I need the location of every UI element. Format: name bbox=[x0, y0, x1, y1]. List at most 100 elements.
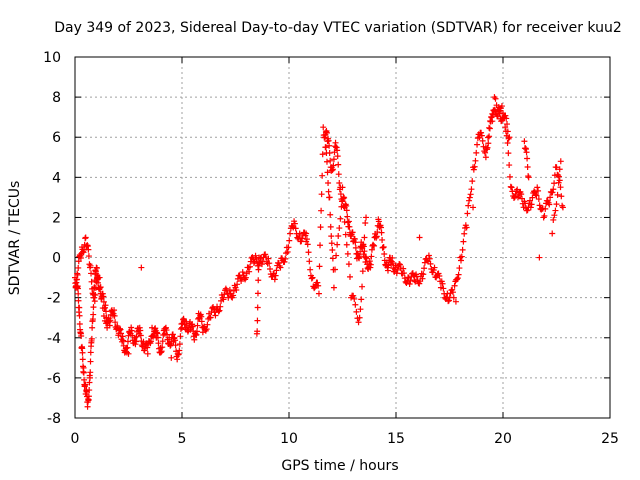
data-point bbox=[341, 194, 348, 201]
data-point bbox=[242, 274, 249, 281]
data-point bbox=[445, 297, 452, 304]
data-point bbox=[164, 331, 171, 338]
data-point bbox=[176, 341, 183, 348]
data-point bbox=[400, 265, 407, 272]
data-point bbox=[506, 173, 513, 180]
data-point bbox=[394, 266, 401, 273]
data-point bbox=[389, 254, 396, 261]
data-point bbox=[445, 298, 452, 305]
data-point bbox=[90, 304, 97, 311]
data-point bbox=[76, 304, 83, 311]
data-point bbox=[328, 240, 335, 247]
data-point bbox=[330, 156, 337, 163]
data-point bbox=[506, 162, 513, 169]
data-point bbox=[465, 202, 472, 209]
data-point bbox=[323, 129, 330, 136]
data-point bbox=[467, 191, 474, 198]
x-axis-label: GPS time / hours bbox=[281, 458, 398, 474]
data-point bbox=[118, 330, 125, 337]
data-point bbox=[495, 108, 502, 115]
data-point bbox=[207, 314, 214, 321]
data-point bbox=[212, 312, 219, 319]
data-point bbox=[328, 233, 335, 240]
data-point bbox=[334, 147, 341, 154]
data-point bbox=[273, 267, 280, 274]
data-point bbox=[350, 292, 357, 299]
data-point bbox=[525, 174, 532, 181]
data-point bbox=[319, 151, 326, 158]
data-point bbox=[92, 292, 99, 299]
y-tick-label: 2 bbox=[52, 210, 61, 226]
data-point bbox=[124, 344, 131, 351]
data-point bbox=[87, 262, 94, 269]
data-point bbox=[330, 162, 337, 169]
data-point bbox=[259, 258, 266, 265]
data-point bbox=[343, 241, 350, 248]
data-point bbox=[325, 188, 332, 195]
data-point bbox=[318, 191, 325, 198]
data-point bbox=[472, 157, 479, 164]
data-point bbox=[176, 347, 183, 354]
data-point bbox=[493, 102, 500, 109]
data-point bbox=[555, 172, 562, 179]
data-point bbox=[554, 191, 561, 198]
data-point bbox=[351, 295, 358, 302]
data-point bbox=[326, 142, 333, 149]
data-point bbox=[344, 250, 351, 257]
data-point bbox=[325, 179, 332, 186]
y-tick-label: 6 bbox=[52, 130, 61, 146]
data-point bbox=[345, 261, 352, 268]
data-point bbox=[322, 144, 329, 151]
data-point bbox=[541, 212, 548, 219]
data-point bbox=[479, 137, 486, 144]
data-point bbox=[238, 278, 245, 285]
data-point bbox=[314, 279, 321, 286]
data-point bbox=[504, 121, 511, 128]
data-point bbox=[478, 129, 485, 136]
data-point bbox=[416, 234, 423, 241]
data-point bbox=[504, 128, 511, 135]
data-point bbox=[489, 110, 496, 117]
data-point bbox=[144, 344, 151, 351]
data-point bbox=[340, 203, 347, 210]
data-point bbox=[535, 196, 542, 203]
data-point bbox=[193, 328, 200, 335]
x-axis-ticks: 0 5 10 15 20 25 bbox=[71, 57, 619, 447]
data-point bbox=[93, 264, 100, 271]
data-point bbox=[359, 268, 366, 275]
data-point bbox=[88, 335, 95, 342]
data-point bbox=[506, 134, 513, 141]
data-point bbox=[466, 194, 473, 201]
data-point bbox=[74, 271, 81, 278]
data-point bbox=[355, 319, 362, 326]
x-tick-label: 20 bbox=[494, 431, 512, 447]
data-point bbox=[397, 261, 404, 268]
data-point bbox=[341, 218, 348, 225]
data-point bbox=[542, 205, 549, 212]
data-point bbox=[547, 194, 554, 201]
data-point bbox=[254, 317, 261, 324]
data-point bbox=[362, 220, 369, 227]
data-point bbox=[104, 324, 111, 331]
data-point bbox=[90, 311, 97, 318]
x-tick-label: 25 bbox=[601, 431, 619, 447]
data-point bbox=[524, 155, 531, 162]
data-point bbox=[308, 275, 315, 282]
data-point bbox=[419, 275, 426, 282]
data-point bbox=[307, 266, 314, 273]
data-point bbox=[469, 178, 476, 185]
data-point bbox=[85, 393, 92, 400]
data-point bbox=[330, 284, 337, 291]
data-point bbox=[92, 284, 99, 291]
data-point bbox=[220, 296, 227, 303]
data-point bbox=[111, 312, 118, 319]
data-point bbox=[296, 230, 303, 237]
y-tick-label: -2 bbox=[47, 291, 61, 307]
data-point bbox=[335, 161, 342, 168]
data-point bbox=[257, 255, 264, 262]
data-point bbox=[337, 215, 344, 222]
data-point bbox=[198, 318, 205, 325]
data-point bbox=[463, 224, 470, 231]
data-point bbox=[406, 281, 413, 288]
